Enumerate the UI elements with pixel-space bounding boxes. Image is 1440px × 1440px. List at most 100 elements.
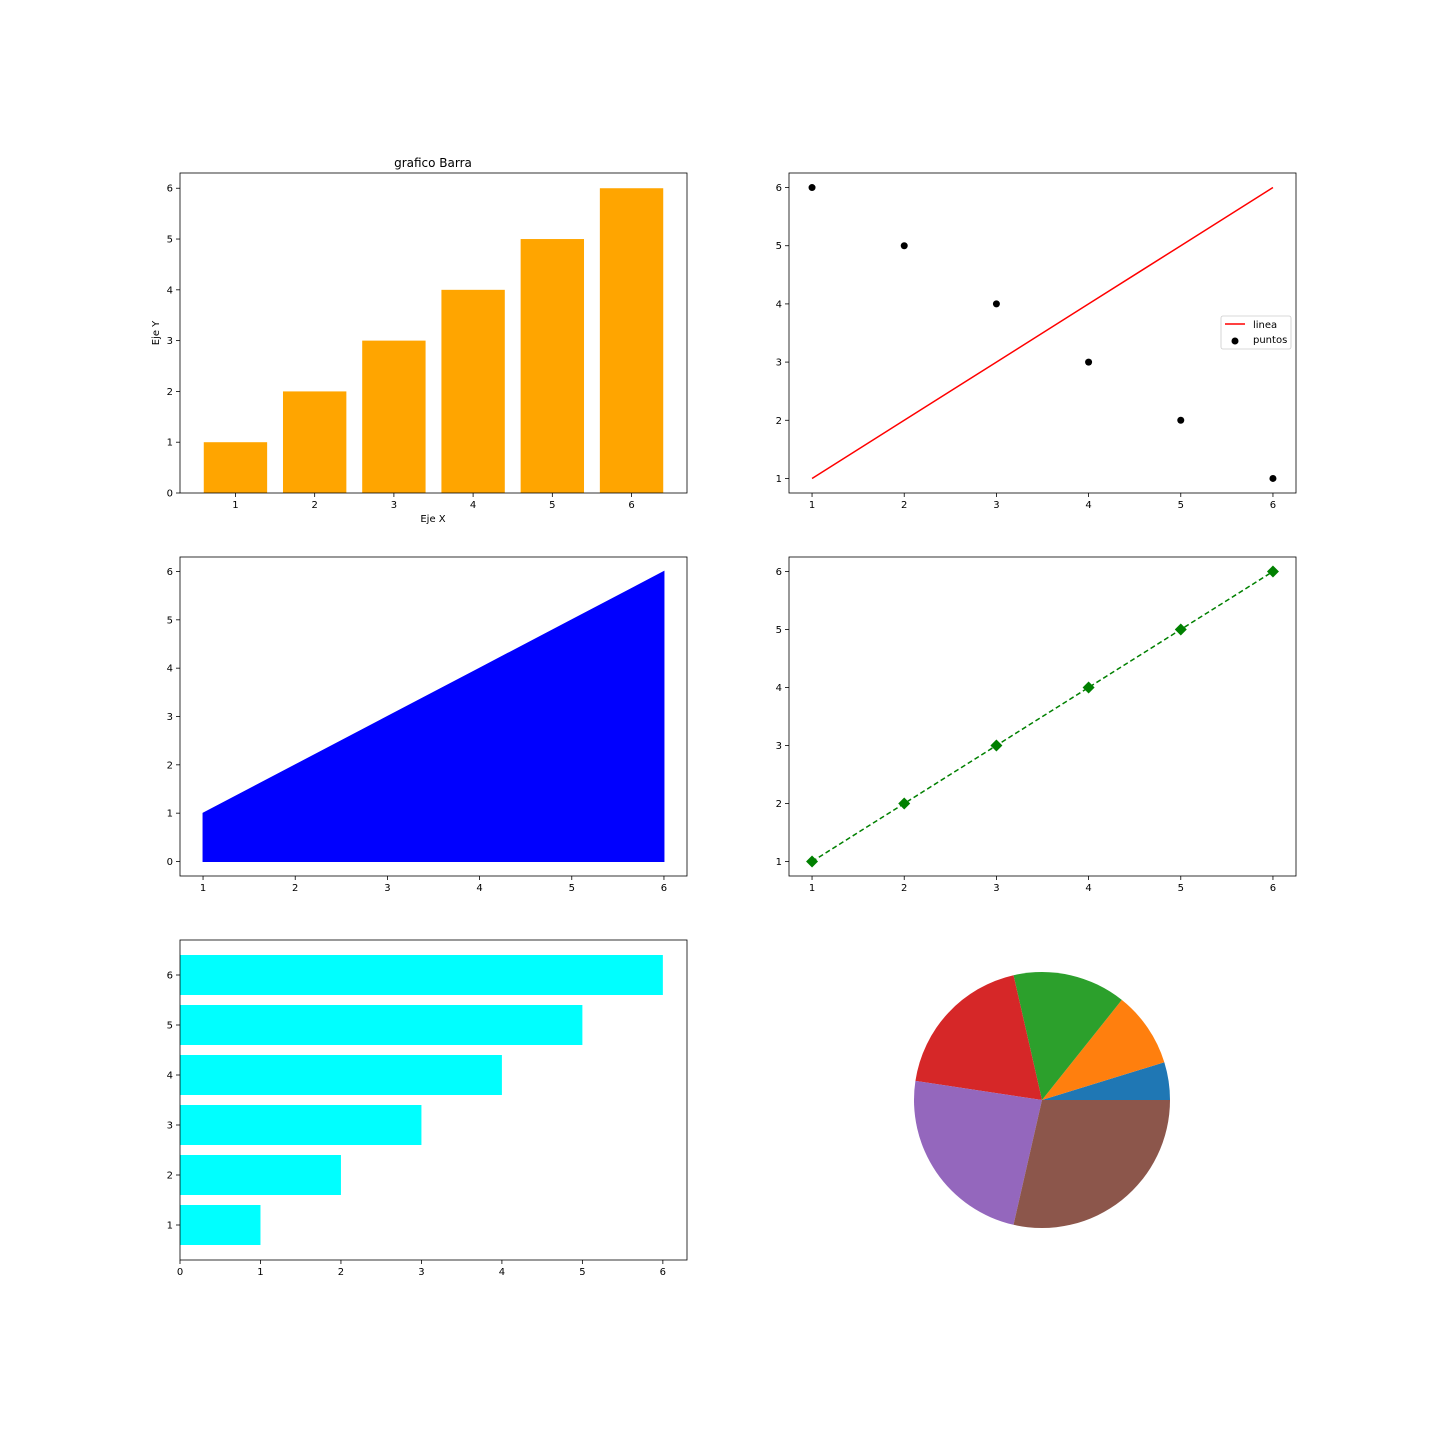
- line-scatter-xtick-label: 2: [901, 500, 907, 511]
- bar-4: [441, 289, 505, 493]
- area-fill: [202, 570, 665, 862]
- area-chart-ticks: 1 2 3 4 5 6 0 1 2 3 4 5 6: [167, 567, 668, 894]
- dashed-line-xtick-label: 3: [993, 883, 999, 894]
- line-scatter-ytick-label: 2: [776, 416, 782, 427]
- area-chart-ytick-label: 3: [167, 712, 173, 723]
- barh-chart-ytick-label: 4: [167, 1071, 173, 1082]
- bar-1: [203, 442, 268, 493]
- bar-chart-ytick-label: 6: [167, 184, 173, 195]
- diamond-marker: [806, 855, 819, 868]
- diamond-marker: [1082, 681, 1095, 694]
- scatter-point: [1177, 416, 1185, 424]
- barh-5: [180, 1005, 583, 1045]
- line-scatter-xtick-label: 5: [1178, 500, 1184, 511]
- bar-chart-xtick-label: 1: [232, 500, 238, 511]
- line-scatter-ytick-label: 6: [776, 183, 782, 194]
- scatter-point: [808, 184, 816, 192]
- legend-label-puntos: puntos: [1253, 335, 1287, 346]
- dashed-line-xtick-label: 1: [809, 883, 815, 894]
- bar-chart-xtick-label: 6: [628, 500, 634, 511]
- barh-chart-ytick-label: 2: [167, 1171, 173, 1182]
- dashed-line-ytick-label: 2: [776, 799, 782, 810]
- barh-chart-xtick-label: 2: [338, 1267, 344, 1278]
- line-scatter-xtick-label: 3: [993, 500, 999, 511]
- bar-chart-ylabel: Eje Y: [151, 320, 162, 345]
- line-scatter-ytick-label: 1: [776, 474, 782, 485]
- line-scatter-ytick-label: 4: [776, 299, 782, 310]
- barh-chart-panel: 0 1 2 3 4 5 6 1 2 3 4 5 6: [167, 939, 688, 1279]
- barh-chart-xtick-label: 5: [579, 1267, 585, 1278]
- bar-chart-ytick-label: 1: [167, 438, 173, 449]
- barh-4: [180, 1055, 502, 1095]
- scatter-point: [900, 242, 908, 250]
- dashed-line-ticks: 1 2 3 4 5 6 1 2 3 4 5 6: [776, 567, 1277, 894]
- pie-slice: [1042, 1062, 1170, 1100]
- barh-chart-xtick-label: 4: [499, 1267, 505, 1278]
- legend-marker-swatch: [1231, 337, 1239, 345]
- diamond-marker: [1266, 565, 1279, 578]
- dashed-line-xtick-label: 6: [1270, 883, 1276, 894]
- barh-chart-xtick-label: 6: [660, 1267, 666, 1278]
- line-scatter-marks: [808, 184, 1277, 482]
- dashed-line-ytick-label: 1: [776, 857, 782, 868]
- bar-chart-xtick-label: 3: [391, 500, 397, 511]
- bar-chart-xlabel: Eje X: [420, 514, 445, 525]
- barh-chart-bars: [180, 955, 663, 1245]
- bar-chart-ytick-label: 0: [167, 489, 173, 500]
- scatter-point: [1269, 474, 1277, 482]
- barh-chart-xtick-label: 3: [418, 1267, 424, 1278]
- area-chart-xtick-label: 2: [292, 883, 298, 894]
- bar-chart-ytick-label: 2: [167, 387, 173, 398]
- area-chart-xtick-label: 1: [200, 883, 206, 894]
- bar-chart-bars: [203, 188, 664, 493]
- bar-chart-panel: grafico Barra 1 2 3 4 5 6 0 1 2 3 4 5 6 Eje X Eje Y: [151, 156, 688, 525]
- barh-chart-frame: [179, 939, 688, 1261]
- barh-2: [180, 1155, 341, 1195]
- pie-slice: [1013, 972, 1122, 1100]
- line-scatter-frame: [788, 172, 1297, 494]
- diamond-marker: [1174, 623, 1187, 636]
- dashed-line-ytick-label: 4: [776, 683, 782, 694]
- barh-chart-xtick-label: 1: [257, 1267, 263, 1278]
- bar-chart-xtick-label: 2: [311, 500, 317, 511]
- dashed-line-marks: [806, 565, 1279, 868]
- series-line-linea: [811, 186, 1274, 480]
- pie-slice: [1013, 1100, 1170, 1228]
- bar-chart-ytick-label: 3: [167, 336, 173, 347]
- barh-1: [180, 1205, 261, 1245]
- barh-chart-ytick-label: 3: [167, 1121, 173, 1132]
- dashed-line-xtick-label: 2: [901, 883, 907, 894]
- area-chart-panel: 1 2 3 4 5 6 0 1 2 3 4 5 6: [167, 556, 688, 894]
- line-scatter-xtick-label: 4: [1085, 500, 1091, 511]
- dashed-line-xtick-label: 4: [1085, 883, 1091, 894]
- area-chart-frame: [179, 556, 688, 877]
- barh-3: [180, 1105, 422, 1145]
- bar-6: [599, 188, 664, 493]
- area-chart-xtick-label: 6: [661, 883, 667, 894]
- bar-chart-ticks: 1 2 3 4 5 6 0 1 2 3 4 5 6: [167, 184, 635, 511]
- bar-chart-frame: [179, 172, 688, 494]
- scatter-point: [992, 300, 1000, 308]
- line-scatter-panel: 1 2 3 4 5 6 1 2 3 4 5 6 linea puntos: [776, 172, 1297, 511]
- area-chart-ytick-label: 5: [167, 615, 173, 626]
- bar-chart-ytick-label: 5: [167, 235, 173, 246]
- line-scatter-xtick-label: 6: [1270, 500, 1276, 511]
- line-scatter-ticks: 1 2 3 4 5 6 1 2 3 4 5 6: [776, 183, 1277, 511]
- barh-6: [180, 955, 663, 995]
- scatter-point: [1085, 358, 1093, 366]
- bar-chart-xtick-label: 5: [549, 500, 555, 511]
- area-chart-ytick-label: 1: [167, 809, 173, 820]
- barh-chart-ticks: 0 1 2 3 4 5 6 1 2 3 4 5 6: [167, 971, 666, 1279]
- line-scatter-ytick-label: 3: [776, 358, 782, 369]
- dashed-line-ytick-label: 6: [776, 567, 782, 578]
- dashed-line-ytick-label: 3: [776, 741, 782, 752]
- pie-slice: [915, 975, 1042, 1100]
- pie-chart: [914, 972, 1170, 1228]
- bar-chart-xtick-label: 4: [470, 500, 476, 511]
- dashed-line-frame: [788, 556, 1297, 877]
- dashed-line-panel: 1 2 3 4 5 6 1 2 3 4 5 6: [776, 556, 1297, 894]
- bar-3: [362, 340, 426, 493]
- legend: linea puntos: [1220, 315, 1292, 350]
- legend-label-linea: linea: [1253, 320, 1277, 331]
